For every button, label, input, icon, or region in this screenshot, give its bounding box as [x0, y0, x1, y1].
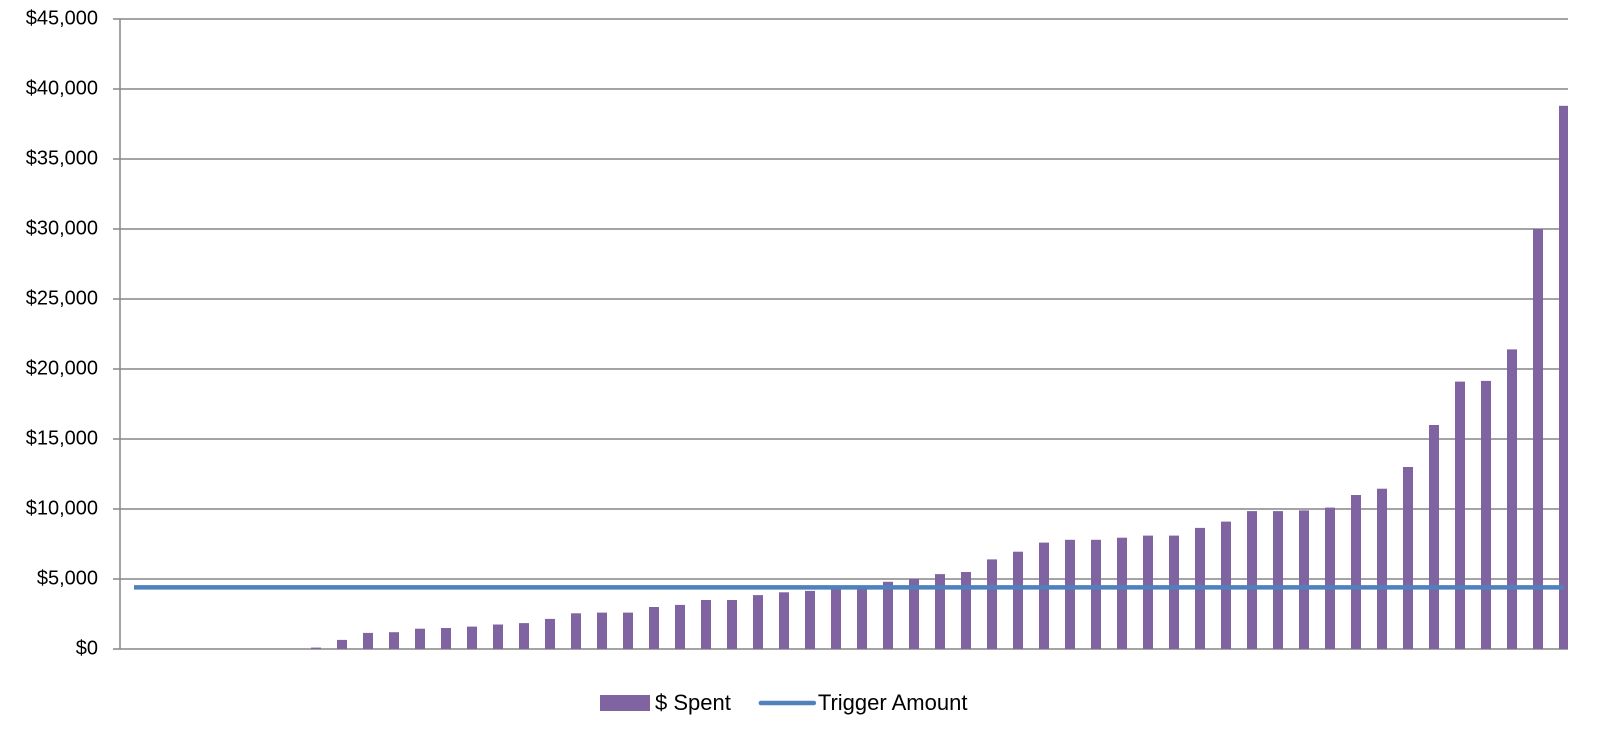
bar: [1559, 105, 1568, 650]
bar: [1429, 425, 1439, 649]
bar: [467, 626, 477, 649]
bar: [909, 579, 919, 649]
bar: [701, 600, 711, 649]
bar: [1403, 467, 1413, 649]
y-tick-label: $0: [76, 637, 98, 659]
bar: [597, 612, 607, 649]
y-tick-label: $45,000: [26, 7, 98, 29]
y-tick-label: $10,000: [26, 497, 98, 519]
bar: [311, 647, 321, 649]
bar: [1065, 539, 1075, 649]
bar: [337, 639, 347, 649]
y-tick-label: $40,000: [26, 77, 98, 99]
y-tick-label: $25,000: [26, 287, 98, 309]
bar: [1273, 511, 1283, 649]
plot-area: [121, 18, 1568, 650]
bar: [831, 587, 841, 649]
bar: [1091, 539, 1101, 649]
bar: [441, 628, 451, 649]
bar: [1143, 535, 1153, 649]
legend-label: Trigger Amount: [818, 690, 968, 715]
bar: [571, 613, 581, 649]
bar: [1169, 535, 1179, 649]
bar: [857, 586, 867, 649]
bar: [1455, 381, 1465, 649]
bar: [805, 590, 815, 649]
bar: [779, 592, 789, 649]
bar: [519, 623, 529, 649]
y-tick-label: $35,000: [26, 147, 98, 169]
bar: [623, 612, 633, 649]
bar: [1013, 551, 1023, 649]
bar: [1377, 488, 1387, 649]
legend-label: $ Spent: [655, 690, 731, 715]
bar: [675, 604, 685, 649]
bar: [1507, 349, 1517, 649]
bar: [1351, 495, 1361, 649]
bar: [1533, 229, 1543, 649]
bar: [389, 632, 399, 649]
bar: [1117, 537, 1127, 649]
bar: [649, 607, 659, 649]
y-tick-label: $5,000: [37, 567, 98, 589]
bar: [493, 624, 503, 649]
legend-swatch: [600, 695, 650, 711]
bar: [1325, 507, 1335, 649]
bar: [363, 632, 373, 649]
bar: [935, 574, 945, 649]
bar: [883, 581, 893, 649]
y-tick-label: $30,000: [26, 217, 98, 239]
bar: [727, 600, 737, 649]
bar: [545, 618, 555, 649]
bar: [987, 559, 997, 649]
bar: [753, 595, 763, 649]
bar: [1039, 542, 1049, 649]
y-tick-label: $15,000: [26, 427, 98, 449]
y-tick-label: $20,000: [26, 357, 98, 379]
bar: [1299, 510, 1309, 649]
bar: [961, 572, 971, 649]
bar: [1247, 511, 1257, 649]
bar: [415, 628, 425, 649]
bar: [1481, 380, 1491, 649]
